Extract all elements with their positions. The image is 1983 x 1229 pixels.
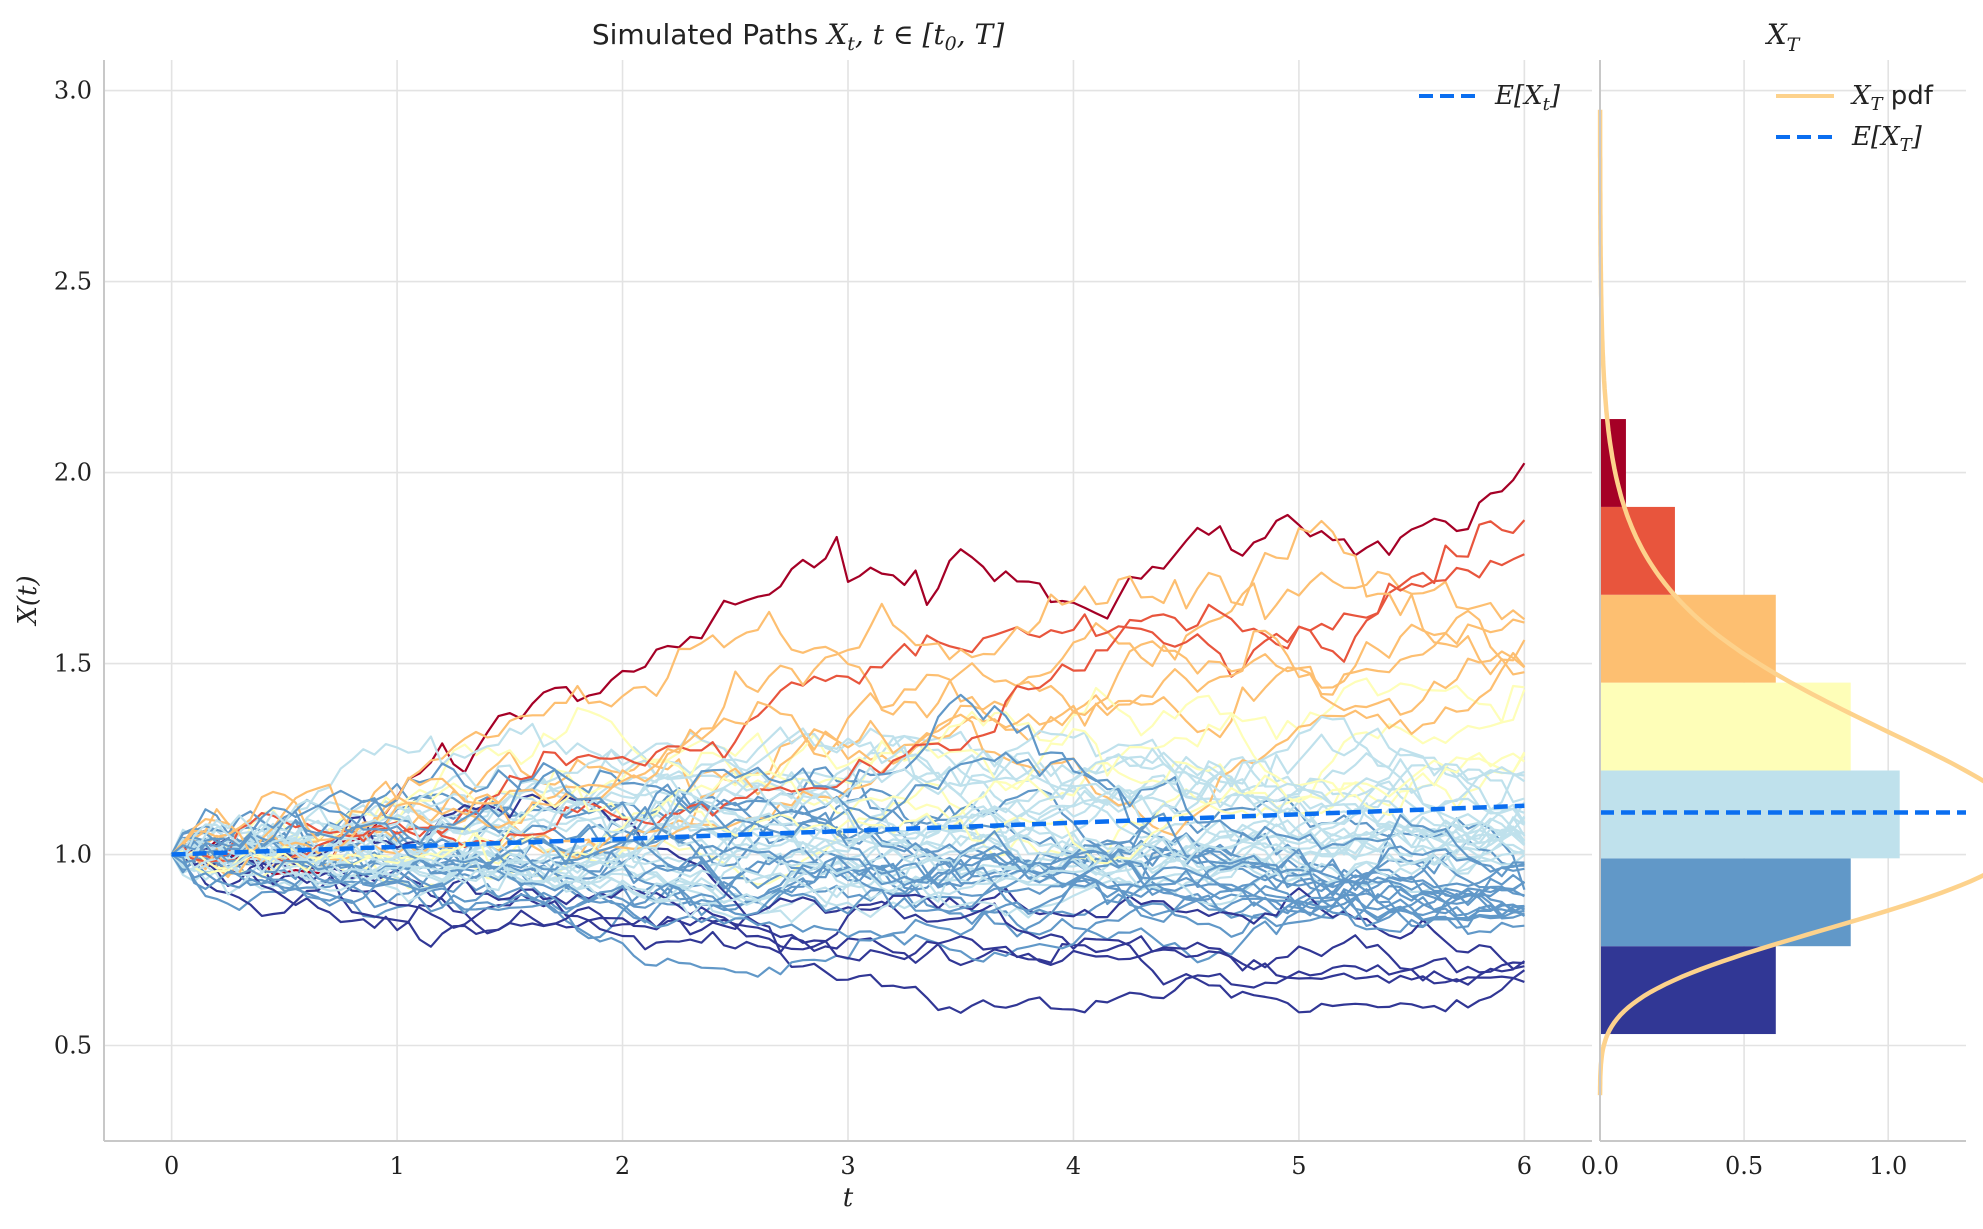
simulated-path <box>171 764 1525 901</box>
simulated-path <box>171 689 1526 879</box>
y-tick-label: 3.0 <box>54 77 92 105</box>
legend-label-expectation: E[Xt] <box>1494 81 1561 115</box>
side-axes-spines <box>1599 60 1966 1142</box>
simulated-path <box>170 837 1526 1014</box>
simulated-path <box>171 819 1525 898</box>
main-legend: E[Xt] <box>1419 81 1561 115</box>
y-axis-label: X(t) <box>13 575 43 626</box>
simulated-path <box>171 813 1525 903</box>
histogram-bar <box>1600 682 1851 771</box>
side-x-tick-label: 0.5 <box>1725 1152 1763 1180</box>
main-y-tick-labels: 0.5 1.0 1.5 2.0 2.5 3.0 <box>54 77 92 1060</box>
simulated-path <box>170 519 1525 856</box>
y-tick-label: 1.5 <box>54 650 92 678</box>
y-tick-label: 2.0 <box>54 459 92 487</box>
simulated-path <box>171 726 1526 857</box>
x-tick-label: 3 <box>840 1152 855 1180</box>
simulated-path <box>171 715 1526 884</box>
simulated-path <box>171 751 1526 875</box>
y-tick-label: 0.5 <box>54 1032 92 1060</box>
histogram-bar <box>1600 946 1776 1035</box>
simulated-path <box>170 609 1526 856</box>
simulated-path <box>171 853 1525 983</box>
simulated-path <box>170 783 1526 896</box>
legend-label-pdf: XT pdf <box>1850 81 1934 115</box>
simulated-path <box>171 849 1525 1014</box>
side-legend: XT pdf E[XT] <box>1776 81 1934 156</box>
side-x-tick-label: 0.0 <box>1581 1152 1619 1180</box>
simulated-path <box>171 727 1526 877</box>
y-tick-label: 1.0 <box>54 841 92 869</box>
side-panel: 0.0 0.5 1.0 XT XT pdf E[XT] <box>1581 18 1983 1180</box>
simulated-path <box>171 755 1525 865</box>
expectation-path <box>171 803 1525 857</box>
simulated-path <box>171 753 1525 906</box>
simulated-path <box>171 849 1526 986</box>
simulated-path <box>171 747 1525 863</box>
simulated-path <box>171 812 1526 919</box>
x-tick-label: 1 <box>389 1152 404 1180</box>
simulated-path <box>171 640 1526 876</box>
x-axis-label: t <box>843 1183 854 1213</box>
histogram-bar <box>1600 858 1851 947</box>
expectation-line <box>171 803 1525 857</box>
simulated-path <box>171 793 1525 970</box>
main-axes-spines <box>103 60 1592 1142</box>
side-x-tick-labels: 0.0 0.5 1.0 <box>1581 1152 1907 1180</box>
side-title: XT <box>1765 18 1801 56</box>
x-tick-label: 4 <box>1066 1152 1081 1180</box>
side-x-tick-label: 1.0 <box>1869 1152 1907 1180</box>
x-tick-label: 2 <box>615 1152 630 1180</box>
legend-label-terminal-expectation: E[XT] <box>1851 122 1923 156</box>
simulated-path <box>170 762 1525 913</box>
x-tick-label: 0 <box>164 1152 179 1180</box>
simulated-path <box>170 751 1525 873</box>
x-tick-label: 5 <box>1291 1152 1306 1180</box>
y-tick-label: 2.5 <box>54 268 92 296</box>
main-x-tick-labels: 0 1 2 3 4 5 6 <box>164 1152 1532 1180</box>
simulated-path <box>171 789 1525 923</box>
main-panel: 0 1 2 3 4 5 6 0.5 1.0 1.5 2.0 2.5 3.0 Simulated Pat… <box>13 18 1592 1213</box>
simulated-path <box>171 788 1526 919</box>
histogram-bars <box>1600 419 1900 1035</box>
main-title: Simulated Paths Xt, t ∈ [t0, T] <box>592 18 1004 55</box>
x-tick-label: 6 <box>1517 1152 1532 1180</box>
simulated-path <box>171 853 1525 927</box>
